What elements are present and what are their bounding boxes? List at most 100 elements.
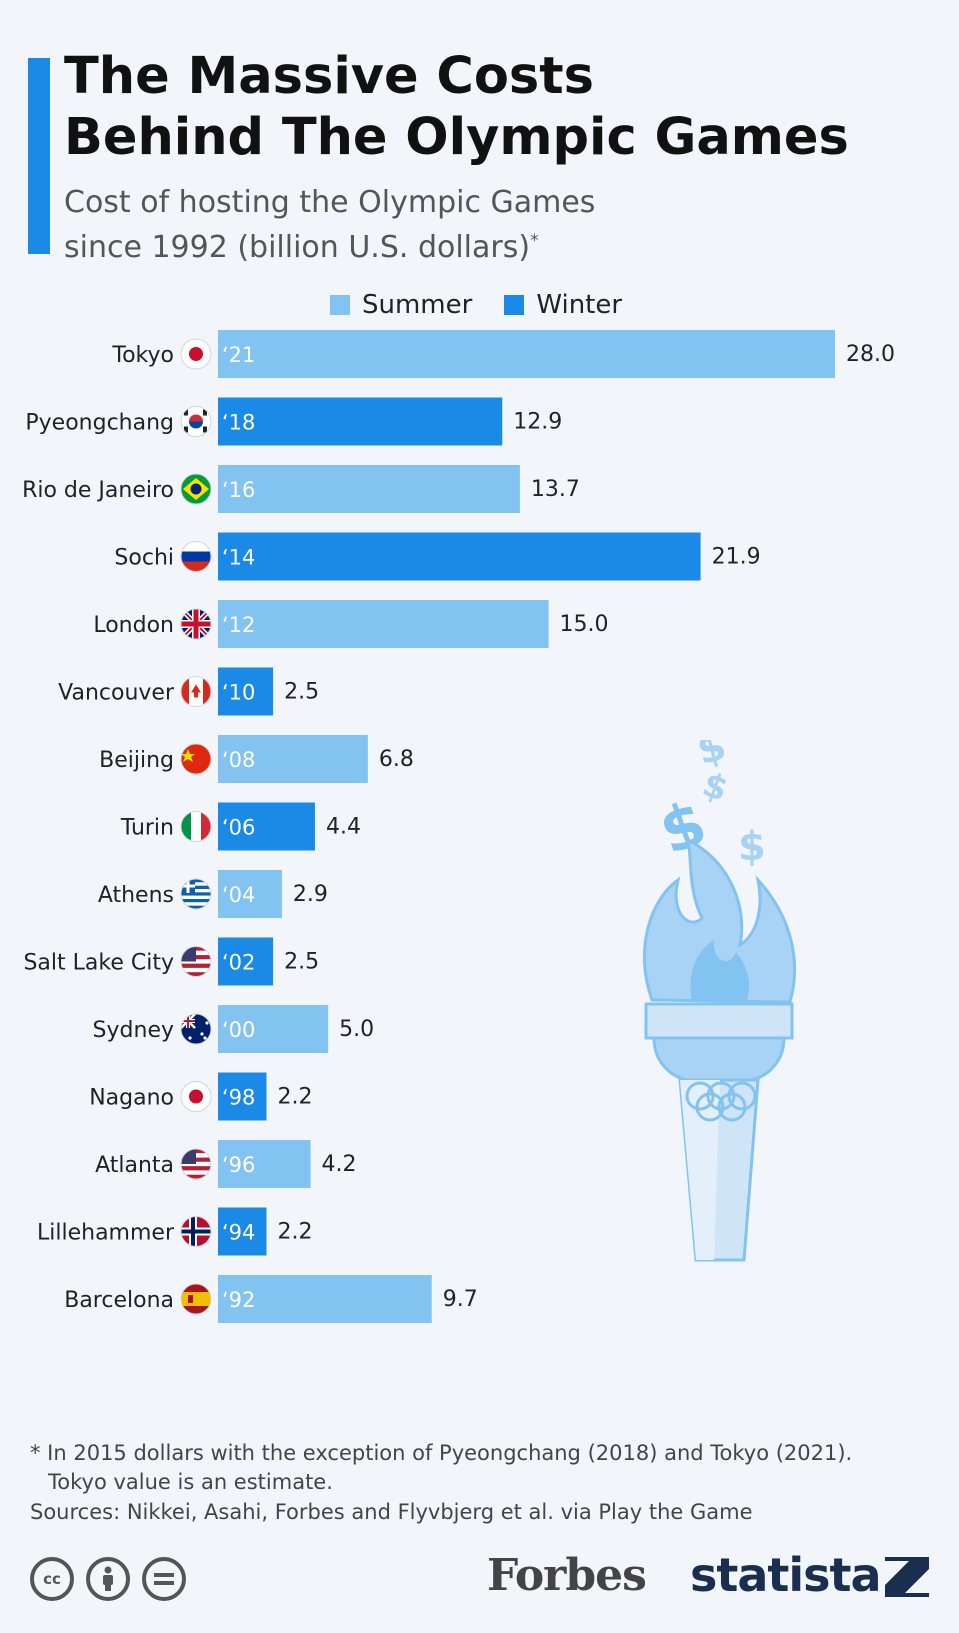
city-label: Sochi — [114, 546, 174, 571]
city-label: Pyeongchang — [25, 411, 174, 436]
bar-row: Beijing ‘08 6.8 — [99, 735, 414, 783]
year-label: ‘98 — [222, 1086, 255, 1110]
city-label: Salt Lake City — [23, 951, 174, 976]
legend-label-winter: Winter — [536, 290, 623, 320]
bar[interactable] — [218, 870, 282, 918]
bar[interactable] — [218, 465, 520, 513]
value-label: 9.7 — [443, 1287, 478, 1312]
flag-icon-south-korea — [180, 406, 212, 437]
value-label: 4.4 — [326, 815, 361, 840]
person-icon — [103, 1566, 113, 1591]
legend-swatch-summer — [330, 295, 350, 315]
bar[interactable] — [218, 397, 503, 446]
bar-row: Nagano ‘98 2.2 — [89, 1072, 312, 1121]
flag-icon-greece — [180, 878, 212, 910]
bar[interactable] — [218, 532, 701, 581]
year-label: ‘94 — [222, 1221, 255, 1245]
bar[interactable] — [218, 667, 274, 716]
bar-row: Sochi ‘14 21.9 — [114, 532, 761, 581]
bar[interactable] — [218, 1140, 311, 1188]
attribution-icon[interactable] — [86, 1557, 130, 1601]
bar[interactable] — [218, 1275, 432, 1323]
year-label: ‘92 — [222, 1288, 255, 1312]
city-label: Rio de Janeiro — [22, 478, 174, 503]
legend-swatch-winter — [504, 295, 525, 315]
value-label: 12.9 — [513, 410, 562, 435]
value-label: 15.0 — [560, 612, 609, 637]
title-line-1: The Massive Costs — [64, 47, 594, 106]
bar[interactable] — [218, 1005, 329, 1053]
bar-row: London ‘12 15.0 — [93, 600, 609, 648]
flag-icon-japan — [180, 1081, 212, 1112]
city-label: Beijing — [99, 748, 174, 773]
value-label: 28.0 — [846, 342, 895, 367]
flag-icon-norway — [180, 1216, 212, 1247]
bar-chart: Tokyo ‘21 28.0 Pyeongchang ‘18 12.9 Rio de Jan… — [22, 330, 895, 1323]
legend-label-summer: Summer — [362, 290, 473, 320]
statista-mark-icon — [885, 1557, 929, 1597]
year-label: ‘06 — [222, 816, 255, 840]
bar-row: Turin ‘06 4.4 — [120, 802, 361, 851]
bar[interactable] — [218, 600, 549, 648]
subtitle-footnote-mark: * — [530, 231, 539, 251]
city-label: Nagano — [89, 1086, 174, 1111]
year-label: ‘16 — [222, 478, 255, 502]
bar[interactable] — [218, 937, 274, 986]
bar[interactable] — [218, 1207, 267, 1256]
sources-text: Sources: Nikkei, Asahi, Forbes and Flyvb… — [30, 1500, 753, 1524]
bar-row: Lillehammer ‘94 2.2 — [37, 1207, 312, 1256]
bar-row: Pyeongchang ‘18 12.9 — [25, 397, 562, 446]
statista-logo[interactable]: statista — [690, 1548, 882, 1602]
title-accent-bar — [28, 58, 50, 254]
year-label: ‘02 — [222, 951, 255, 975]
bar-row: Salt Lake City ‘02 2.5 — [23, 937, 319, 986]
subtitle-line-1: Cost of hosting the Olympic Games — [64, 185, 596, 220]
flag-icon-japan — [180, 338, 212, 370]
year-label: ‘21 — [222, 343, 255, 367]
legend-item-winter: Winter — [504, 290, 622, 320]
value-label: 6.8 — [379, 747, 414, 772]
bar[interactable] — [218, 1072, 267, 1121]
flag-icon-uk — [180, 608, 212, 640]
year-label: ‘96 — [222, 1153, 255, 1177]
flag-icon-usa — [180, 946, 212, 977]
value-label: 4.2 — [322, 1152, 357, 1177]
bar-row: Rio de Janeiro ‘16 13.7 — [22, 465, 580, 513]
footnote-line-1: * In 2015 dollars with the exception of … — [30, 1441, 853, 1465]
subtitle-line-2: since 1992 (billion U.S. dollars) — [64, 230, 531, 265]
city-label: Tokyo — [111, 343, 174, 368]
olympic-torch-icon: $ $ $ $ — [643, 740, 797, 1262]
year-label: ‘08 — [222, 748, 255, 772]
cc-icon[interactable]: cc — [30, 1557, 74, 1601]
legend-item-summer: Summer — [330, 290, 472, 320]
bar-row: Barcelona ‘92 9.7 — [64, 1275, 478, 1323]
forbes-logo[interactable]: Forbes — [487, 1550, 647, 1601]
value-label: 13.7 — [531, 477, 580, 502]
equals-icon — [154, 1573, 174, 1585]
svg-text:$: $ — [738, 824, 766, 870]
flag-icon-canada — [180, 676, 212, 707]
flag-icon-australia — [180, 1013, 212, 1045]
year-label: ‘10 — [222, 681, 255, 705]
flag-icon-russia — [180, 541, 212, 572]
city-label: Vancouver — [58, 681, 175, 706]
value-label: 2.2 — [277, 1220, 312, 1245]
bar-row: Atlanta ‘96 4.2 — [95, 1140, 357, 1188]
footnote-line-2: Tokyo value is an estimate. — [48, 1470, 333, 1494]
value-label: 2.9 — [293, 882, 328, 907]
bar[interactable] — [218, 802, 315, 851]
flag-icon-spain — [180, 1283, 212, 1315]
city-label: Lillehammer — [37, 1221, 175, 1246]
flag-icon-usa — [180, 1148, 212, 1180]
no-derivatives-icon[interactable] — [142, 1557, 186, 1601]
value-label: 2.5 — [284, 680, 319, 705]
year-label: ‘04 — [222, 883, 255, 907]
bar[interactable] — [218, 735, 368, 783]
footnote: * In 2015 dollars with the exception of … — [30, 1439, 930, 1497]
bar[interactable] — [218, 330, 835, 378]
flag-icon-italy — [180, 811, 212, 842]
chart-legend: Summer Winter — [330, 290, 654, 320]
bar-row: Vancouver ‘10 2.5 — [58, 667, 319, 716]
year-label: ‘00 — [222, 1018, 255, 1042]
bar-row: Tokyo ‘21 28.0 — [111, 330, 895, 378]
